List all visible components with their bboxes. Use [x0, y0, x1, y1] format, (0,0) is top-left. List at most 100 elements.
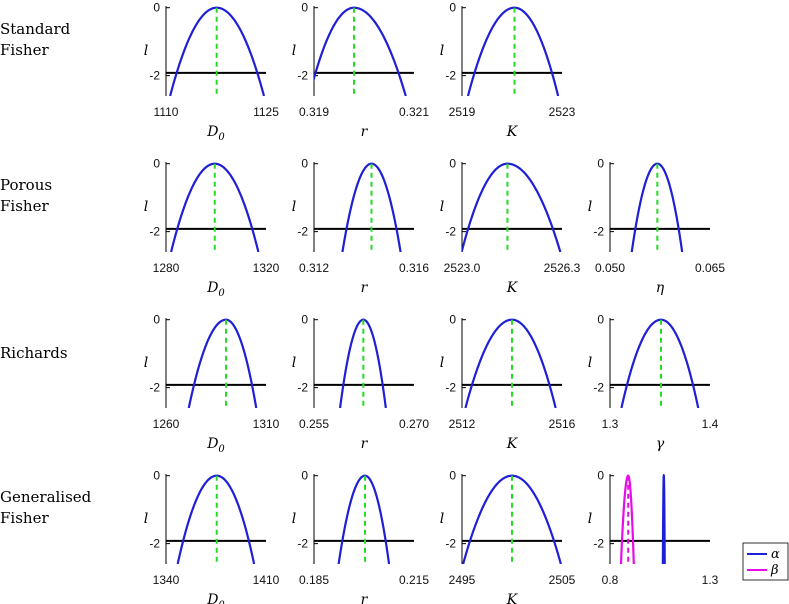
- y-tick-label: 0: [301, 469, 308, 483]
- y-axis-label: l: [144, 199, 148, 215]
- x-axis-label-main: η: [656, 280, 665, 296]
- profile-curve: [620, 318, 700, 408]
- x-tick-label: 1310: [253, 417, 280, 431]
- row-label-line: Fisher: [0, 509, 49, 527]
- y-tick-label: 0: [301, 157, 308, 171]
- x-tick-label: 0.255: [299, 417, 329, 431]
- x-tick-label: 1340: [153, 573, 180, 587]
- y-axis-label: l: [440, 511, 444, 527]
- panel-curves: [337, 474, 391, 564]
- y-axis-label: l: [292, 199, 296, 215]
- y-tick-label: 0: [449, 313, 456, 327]
- x-tick-label: 2519: [449, 105, 476, 119]
- panel-3-4: 0 -2l 1.3 1.4 γ: [588, 313, 719, 452]
- panel-curves: [187, 318, 258, 408]
- x-axis-label-main: D: [206, 124, 218, 140]
- y-tick-label: 0: [153, 157, 160, 171]
- panel-curves: [619, 474, 666, 564]
- x-tick-label: 0.321: [399, 105, 429, 119]
- x-axis-label-subscript: 0: [218, 600, 225, 604]
- row-label-line: Generalised: [0, 488, 92, 506]
- panel-curves: [169, 6, 266, 96]
- x-axis-label: D0: [206, 436, 225, 455]
- x-axis-label: D0: [206, 280, 225, 299]
- x-tick-label: 1125: [253, 105, 279, 119]
- x-axis-label-main: D: [206, 592, 218, 604]
- x-tick-label: 2523.0: [444, 261, 481, 275]
- y-tick-label: 0: [153, 469, 160, 483]
- x-tick-label: 2526.3: [544, 261, 581, 275]
- y-axis-label: l: [440, 199, 444, 215]
- panel-2-2: 0 -2l 0.312 0.316 r: [292, 157, 430, 296]
- x-axis-label-subscript: 0: [218, 444, 225, 455]
- x-axis-label-main: K: [506, 124, 519, 140]
- y-tick-label: -2: [297, 69, 308, 83]
- profile-curve: [464, 318, 557, 408]
- panel-curves: [170, 162, 260, 252]
- x-tick-label: 0.050: [595, 261, 625, 275]
- x-axis-label: K: [506, 280, 519, 296]
- x-tick-label: 0.215: [399, 573, 429, 587]
- legend-label: β: [770, 563, 779, 578]
- panel-curves: [620, 318, 700, 408]
- panel-3-2: 0 -2l 0.255 0.270 r: [292, 313, 430, 452]
- panel-2-3: 0 -2l 2523.0 2526.3 K: [440, 157, 581, 296]
- x-axis-label-main: r: [361, 436, 369, 452]
- y-tick-label: -2: [149, 225, 160, 239]
- y-tick-label: -2: [149, 69, 160, 83]
- panel-4-2: 0 -2l 0.185 0.215 r: [292, 469, 430, 604]
- x-tick-label: 2523: [549, 105, 576, 119]
- x-tick-label: 0.065: [695, 261, 725, 275]
- row-label-line: Fisher: [0, 41, 49, 59]
- x-axis-label-main: D: [206, 280, 218, 296]
- y-axis-label: l: [292, 511, 296, 527]
- panel-curves: [314, 6, 407, 96]
- profile-curve: [462, 162, 562, 252]
- x-tick-label: 1.3: [602, 417, 619, 431]
- panel-1-2: 0 -2l 0.319 0.321 r: [292, 1, 430, 140]
- x-axis-label-subscript: 0: [218, 132, 225, 143]
- legend-box: [742, 542, 789, 581]
- y-axis-label: l: [144, 511, 148, 527]
- panel-curves: [630, 162, 684, 252]
- panel-1-3: 0 -2l 2519 2523 K: [440, 1, 576, 140]
- row-label-line: Standard: [0, 20, 71, 38]
- row-label: Richards: [0, 344, 68, 362]
- x-tick-label: 1260: [153, 417, 180, 431]
- row-label-line: Fisher: [0, 197, 49, 215]
- profile-curve: [466, 6, 560, 96]
- y-tick-label: -2: [149, 537, 160, 551]
- x-axis-label: K: [506, 436, 519, 452]
- legend: αβ: [742, 542, 789, 581]
- y-axis-label: l: [588, 355, 592, 371]
- x-tick-label: 2512: [449, 417, 476, 431]
- x-tick-label: 1.4: [702, 417, 719, 431]
- y-tick-label: -2: [593, 225, 604, 239]
- panel-4-4: 0 -2l 0.8 1.3: [588, 469, 719, 587]
- y-tick-label: 0: [597, 157, 604, 171]
- row-labels: Standard Fisher Porous Fisher Richards Genera…: [0, 20, 92, 527]
- y-tick-label: -2: [149, 381, 160, 395]
- x-tick-label: 1320: [253, 261, 280, 275]
- y-axis-label: l: [292, 43, 296, 59]
- y-axis-label: l: [588, 511, 592, 527]
- row-label: Generalised Fisher: [0, 488, 92, 527]
- panel-2-4: 0 -2l 0.050 0.065 η: [588, 157, 726, 296]
- x-axis-label: r: [361, 280, 369, 296]
- y-tick-label: -2: [297, 537, 308, 551]
- x-axis-label: D0: [206, 592, 225, 604]
- y-tick-label: 0: [301, 313, 308, 327]
- x-tick-label: 0.312: [299, 261, 329, 275]
- panel-4-3: 0 -2l 2495 2505 K: [440, 469, 576, 604]
- y-tick-label: 0: [301, 1, 308, 15]
- y-tick-label: 0: [449, 1, 456, 15]
- y-tick-label: -2: [297, 225, 308, 239]
- x-tick-label: 2495: [449, 573, 476, 587]
- x-tick-label: 0.185: [299, 573, 329, 587]
- x-axis-label-main: K: [506, 592, 519, 604]
- panel-curves: [338, 318, 387, 408]
